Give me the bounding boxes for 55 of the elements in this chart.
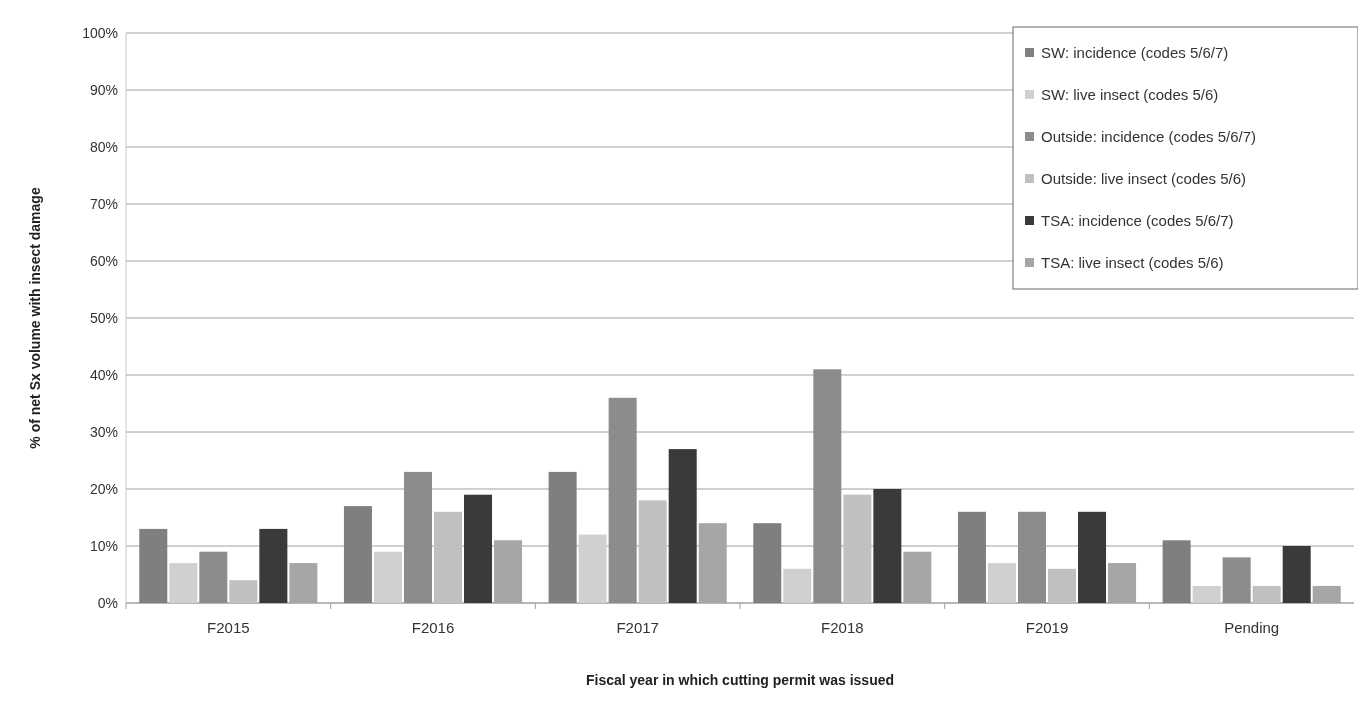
bar: [1017, 511, 1046, 603]
legend-label: TSA: incidence (codes 5/6/7): [1041, 212, 1234, 230]
bar: [229, 580, 258, 603]
y-tick-label: 80%: [89, 138, 118, 155]
bar: [1192, 585, 1221, 603]
x-tick-label: F2016: [411, 619, 455, 636]
bar: [169, 563, 198, 603]
y-tick-label: 60%: [89, 252, 118, 269]
bar: [464, 494, 493, 603]
bar: [1078, 511, 1107, 603]
y-tick-label: 10%: [89, 537, 118, 554]
legend-label: Outside: incidence (codes 5/6/7): [1041, 128, 1257, 146]
y-tick-label: 50%: [89, 309, 118, 326]
bar: [608, 397, 637, 603]
bar: [343, 506, 372, 603]
x-tick-label: Pending: [1224, 619, 1280, 636]
bar: [1222, 557, 1251, 603]
bar: [373, 551, 402, 603]
bar: [668, 449, 697, 603]
x-tick-label: F2019: [1025, 619, 1069, 636]
bar: [403, 471, 432, 603]
bar: [1282, 546, 1311, 603]
x-tick-label: F2015: [207, 619, 250, 636]
bar: [753, 523, 782, 603]
bar: [1252, 585, 1281, 603]
y-tick-label: 90%: [89, 81, 118, 98]
bar: [783, 568, 812, 603]
bar: [1162, 540, 1191, 603]
legend-label: SW: incidence (codes 5/6/7): [1041, 44, 1229, 62]
x-axis-title: Fiscal year in which cutting permit was issued: [585, 672, 895, 688]
bar: [987, 563, 1016, 603]
y-tick-label: 40%: [89, 366, 118, 383]
bar: [259, 528, 288, 603]
bar: [813, 369, 842, 603]
y-tick-label: 30%: [89, 423, 118, 440]
y-tick-label: 100%: [82, 24, 118, 41]
bar: [1048, 568, 1077, 603]
y-tick-label: 70%: [89, 195, 118, 212]
bar: [548, 471, 577, 603]
legend-label: SW: live insect (codes 5/6): [1041, 86, 1219, 104]
bar: [578, 534, 607, 603]
bar: [139, 528, 168, 603]
x-tick-label: F2017: [616, 619, 659, 636]
bar: [957, 511, 986, 603]
bar: [843, 494, 872, 603]
bar: [873, 489, 902, 603]
bar: [199, 551, 228, 603]
y-axis-title: % of net Sx volume with insect damage: [27, 187, 43, 449]
legend-label: Outside: live insect (codes 5/6): [1041, 170, 1247, 188]
x-tick-label: F2018: [821, 619, 864, 636]
legend-label: TSA: live insect (codes 5/6): [1041, 254, 1224, 272]
bar: [434, 511, 463, 603]
y-tick-label: 0%: [97, 594, 118, 611]
y-tick-label: 20%: [89, 480, 118, 497]
bar: [638, 500, 667, 603]
